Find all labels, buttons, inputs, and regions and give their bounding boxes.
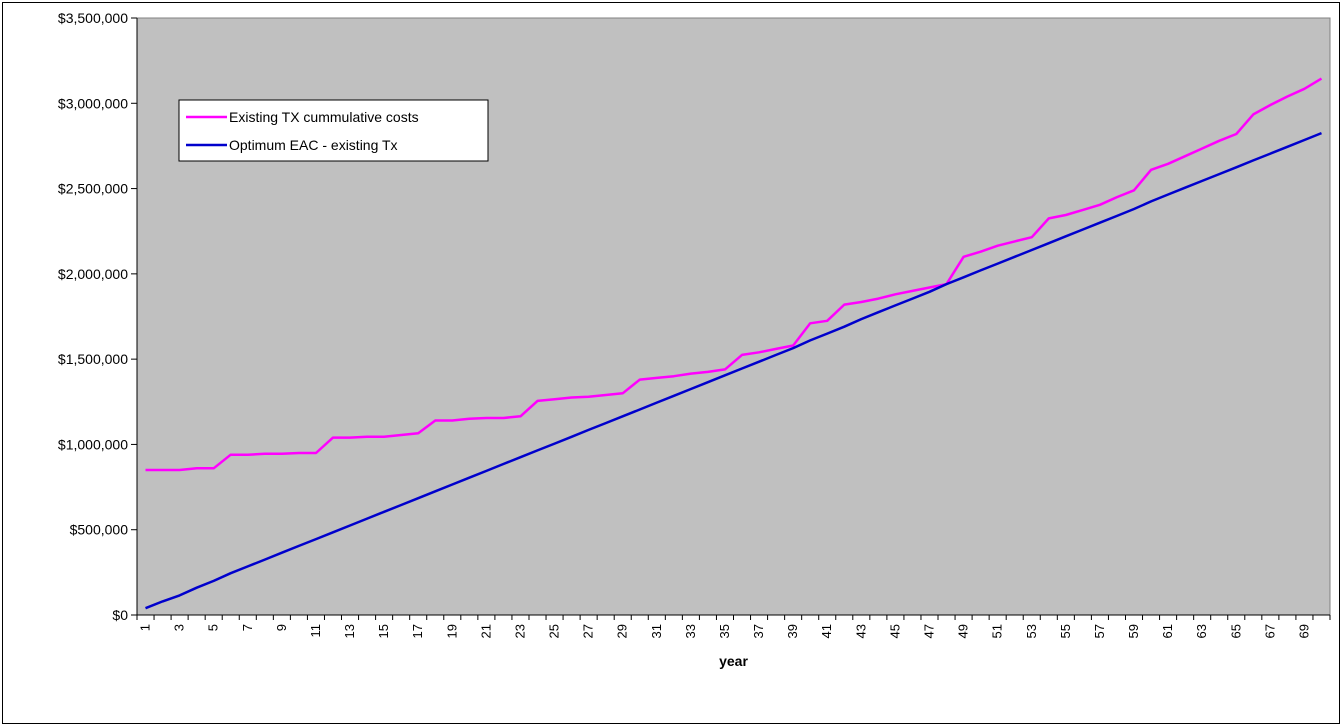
legend-box [178,99,489,162]
x-tick-label: 67 [1262,624,1277,638]
x-tick-label: 19 [444,624,459,638]
x-tick-label: 41 [819,624,834,638]
x-tick-label: 47 [921,624,936,638]
x-tick-label: 29 [615,624,630,638]
x-tick-label: 37 [751,624,766,638]
y-tick-label: $3,500,000 [58,10,128,26]
x-tick-label: 35 [717,624,732,638]
series-line-2 [145,131,1322,610]
x-tick-label: 69 [1296,624,1311,638]
x-tick-label: 1 [138,624,153,631]
x-tick-label: 59 [1126,624,1141,638]
y-tick-label: $2,500,000 [58,181,128,197]
legend-label-2: Optimum EAC - existing Tx [229,137,398,153]
x-tick-label: 9 [274,624,289,631]
x-tick-label: 43 [853,624,868,638]
legend: Existing TX cummulative costs Optimum EAC… [178,99,489,162]
y-tick-label: $3,000,000 [58,95,128,111]
x-tick-label: 15 [376,624,391,638]
x-tick-label: 17 [410,624,425,638]
x-tick-label: 5 [206,624,221,631]
x-tick-label: 39 [785,624,800,638]
x-axis-title: year [719,653,748,669]
x-tick-label: 25 [547,624,562,638]
y-tick-label: $0 [112,607,128,623]
x-tick-label: 45 [887,624,902,638]
x-tick-label: 23 [512,624,527,638]
y-tick-label: $1,000,000 [58,436,128,452]
x-tick-label: 61 [1160,624,1175,638]
x-tick-label: 21 [478,624,493,638]
x-tick-label: 13 [342,624,357,638]
x-tick-label: 33 [683,624,698,638]
x-tick-label: 55 [1058,624,1073,638]
x-tick-label: 65 [1228,624,1243,638]
x-tick-label: 31 [649,624,664,638]
x-axis: 1 3 5 7 9 11 13 15 17 19 21 23 25 27 29 31 33 35 37 39 41 43 4… [136,614,1331,638]
series-line-1 [145,77,1323,472]
x-tick-label: 27 [581,624,596,638]
y-tick-label: $2,000,000 [58,266,128,282]
x-tick-label: 57 [1092,624,1107,638]
x-tick-label: 3 [172,624,187,631]
series-layer [145,77,1323,610]
x-tick-label: 51 [990,624,1005,638]
x-tick-label: 11 [308,624,323,638]
y-tick-label: $500,000 [70,522,129,538]
x-tick-label: 49 [956,624,971,638]
x-tick-label: 53 [1024,624,1039,638]
legend-label-1: Existing TX cummulative costs [229,109,419,125]
x-tick-label: 63 [1194,624,1209,638]
y-axis: $0 $500,000 $1,000,000 $1,500,000 $2,000,000… [58,10,138,623]
y-tick-label: $1,500,000 [58,351,128,367]
x-tick-label: 7 [240,624,255,631]
